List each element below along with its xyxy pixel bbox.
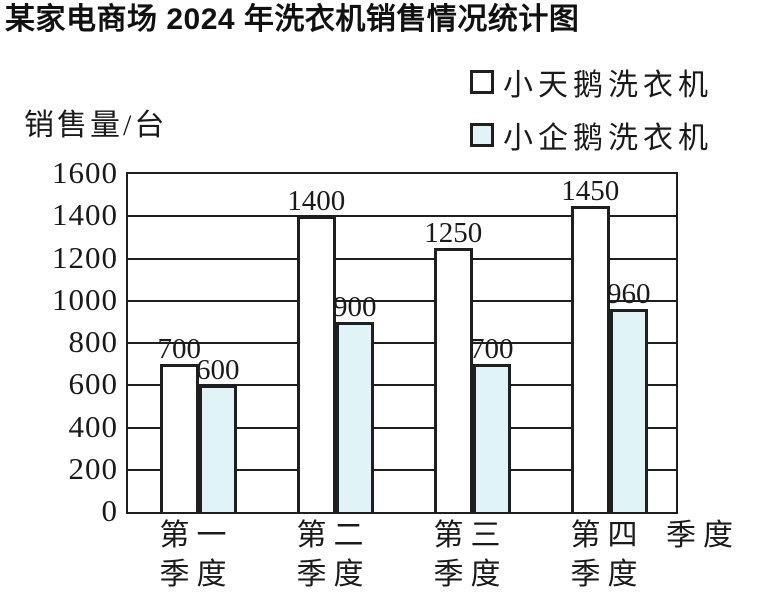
legend-item-series-1: 小天鹅洗衣机 bbox=[470, 60, 713, 104]
legend-label-series-1: 小天鹅洗衣机 bbox=[503, 69, 713, 102]
bar-小企鹅洗衣机-第一季度 bbox=[198, 385, 237, 512]
y-tick-label-1400: 1400 bbox=[52, 197, 118, 233]
y-tick-label-1200: 1200 bbox=[52, 239, 118, 275]
gridline-y-400 bbox=[128, 426, 676, 429]
bar-小企鹅洗衣机-第四季度 bbox=[609, 309, 648, 512]
gridline-y-600 bbox=[128, 384, 676, 387]
bar-value-label: 900 bbox=[333, 290, 377, 323]
bar-value-label: 1400 bbox=[287, 185, 346, 218]
y-tick-label-200: 200 bbox=[68, 450, 118, 486]
legend-item-series-2: 小企鹅洗衣机 bbox=[470, 113, 713, 157]
x-tick-label-line1-第一季度: 第一 bbox=[159, 519, 234, 552]
bar-小企鹅洗衣机-第二季度 bbox=[335, 321, 374, 512]
legend-swatch-white-icon bbox=[470, 70, 494, 94]
y-tick-label-400: 400 bbox=[68, 408, 118, 444]
bar-小天鹅洗衣机-第四季度 bbox=[571, 205, 610, 512]
x-tick-label-line2-第一季度: 季度 bbox=[159, 558, 234, 591]
x-tick-label-line2-第四季度: 季度 bbox=[570, 558, 645, 591]
y-tick-label-1000: 1000 bbox=[52, 281, 118, 317]
chart-title: 某家电商场 2024 年洗衣机销售情况统计图 bbox=[5, 3, 580, 36]
plot-area: 700 1400 1250 1450 600 900 700 960 bbox=[126, 172, 678, 514]
y-tick-label-600: 600 bbox=[68, 366, 118, 402]
legend-swatch-blue-icon bbox=[470, 123, 494, 147]
bar-value-label: 600 bbox=[196, 354, 240, 387]
y-tick-label-1600: 1600 bbox=[52, 155, 118, 190]
x-tick-label-line2-第二季度: 季度 bbox=[296, 558, 371, 591]
bar-value-label: 1250 bbox=[424, 216, 483, 249]
legend: 小天鹅洗衣机 小企鹅洗衣机 bbox=[470, 60, 713, 157]
y-tick-label-0: 0 bbox=[101, 493, 118, 528]
y-tick-label-800: 800 bbox=[68, 324, 118, 359]
x-tick-label-line1-第二季度: 第二 bbox=[296, 519, 371, 552]
bar-value-label: 700 bbox=[470, 333, 514, 366]
legend-label-series-2: 小企鹅洗衣机 bbox=[503, 122, 713, 155]
bar-value-label: 700 bbox=[157, 333, 202, 366]
x-axis-unit-label: 季度 bbox=[666, 519, 740, 552]
gridline-y-800 bbox=[128, 342, 676, 344]
gridline-y-1200 bbox=[128, 257, 676, 260]
gridline-y-1400 bbox=[128, 215, 676, 218]
y-axis-label: 销售量/台 bbox=[24, 109, 168, 142]
bar-小天鹅洗衣机-第三季度 bbox=[434, 247, 473, 512]
gridline-y-200 bbox=[128, 468, 676, 471]
bar-小天鹅洗衣机-第二季度 bbox=[297, 216, 336, 512]
gridline-y-1000 bbox=[128, 299, 676, 302]
x-tick-label-line1-第三季度: 第三 bbox=[433, 519, 508, 552]
bar-小企鹅洗衣机-第三季度 bbox=[472, 364, 511, 512]
bar-value-label: 960 bbox=[607, 278, 651, 311]
x-tick-label-line2-第三季度: 季度 bbox=[433, 558, 508, 591]
bar-value-label: 1450 bbox=[561, 174, 620, 207]
x-tick-label-line1-第四季度: 第四 bbox=[570, 519, 645, 552]
bar-小天鹅洗衣机-第一季度 bbox=[160, 364, 199, 512]
